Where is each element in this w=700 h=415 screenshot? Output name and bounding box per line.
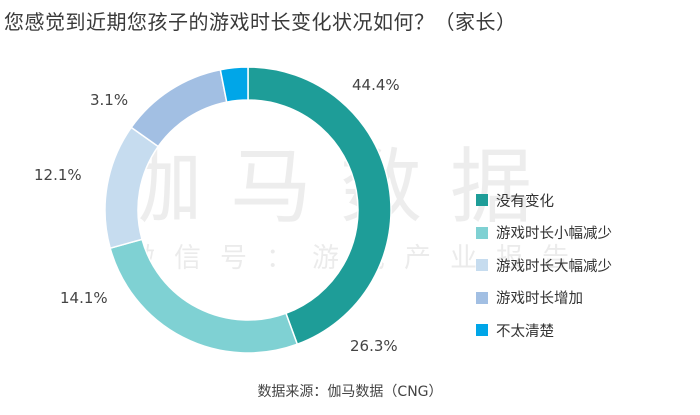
- legend-item-large-decrease: 游戏时长大幅减少: [476, 249, 612, 282]
- legend-item-not-sure: 不太清楚: [476, 314, 612, 347]
- value-label-large-decrease: 14.1%: [60, 289, 108, 307]
- value-label-not-sure: 3.1%: [90, 91, 129, 109]
- slice-increase: [130, 68, 228, 148]
- legend-item-slight-decrease: 游戏时长小幅减少: [476, 217, 612, 250]
- legend-swatch: [476, 324, 488, 337]
- legend-swatch: [476, 194, 488, 207]
- slice-no-change: [247, 66, 392, 346]
- legend-label: 游戏时长小幅减少: [496, 226, 612, 243]
- legend-item-increase: 游戏时长增加: [476, 282, 612, 315]
- value-label-slight-decrease: 26.3%: [350, 337, 398, 355]
- chart-title: 您感觉到近期您孩子的游戏时长变化状况如何？（家长）: [4, 10, 517, 34]
- legend: 没有变化游戏时长小幅减少 游戏时长大幅减少 游戏时长增加 不太清楚: [476, 184, 612, 347]
- slice-not-sure: [219, 66, 249, 103]
- legend-swatch: [476, 291, 488, 304]
- legend-label: 游戏时长大幅减少: [496, 258, 612, 275]
- legend-swatch: [476, 259, 488, 272]
- value-label-no-change: 44.4%: [352, 76, 400, 94]
- legend-label: 不太清楚: [496, 323, 554, 340]
- legend-swatch: [476, 226, 488, 239]
- slice-slight-decrease: [109, 238, 299, 354]
- value-label-increase: 12.1%: [34, 166, 82, 184]
- source-note: 数据来源：伽马数据（CNG）: [257, 384, 443, 400]
- legend-label: 游戏时长增加: [496, 291, 583, 308]
- legend-label: 没有变化: [496, 193, 554, 210]
- legend-item-no-change: 没有变化: [476, 184, 612, 217]
- slice-large-decrease: [104, 126, 160, 250]
